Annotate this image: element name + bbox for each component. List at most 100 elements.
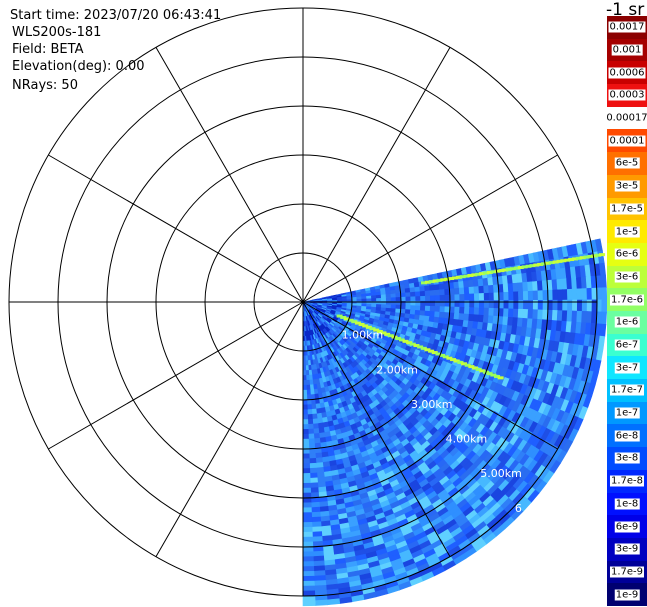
heatmap-sector — [302, 238, 608, 607]
streak-cell — [336, 314, 343, 318]
streak-cell — [428, 280, 435, 284]
heatmap-cell — [302, 541, 314, 548]
streak-cell — [552, 260, 559, 264]
heatmap-cell — [429, 305, 436, 313]
heatmap-cell — [414, 291, 421, 297]
heatmap-cell — [302, 497, 312, 504]
streak-cell — [490, 270, 497, 274]
heatmap-cell — [429, 295, 436, 302]
streak-cell — [380, 331, 387, 335]
colorbar-cell: 0.0006 — [607, 61, 647, 85]
colorbar-tick-label: 6e-9 — [614, 521, 640, 533]
colorbar-tick-label: 1.7e-5 — [609, 203, 645, 215]
colorbar-cell: 0.00017 — [605, 106, 647, 130]
radial-line — [302, 301, 558, 450]
colorbar-tick-label: 3e-8 — [614, 452, 640, 464]
streak-cell — [417, 345, 424, 349]
instrument-label: WLS200s-181 — [12, 25, 102, 40]
heatmap-cell — [305, 370, 310, 376]
ring-label: 6 — [515, 502, 522, 515]
heatmap-cell — [458, 287, 465, 295]
heatmap-cell — [309, 472, 318, 479]
streak-cell — [343, 317, 350, 321]
streak-cell — [347, 318, 354, 322]
heatmap-cell — [314, 599, 328, 606]
streak-cell — [428, 349, 435, 353]
streak-cell — [482, 271, 489, 275]
heatmap-cell — [307, 414, 313, 420]
heatmap-cell — [311, 521, 322, 528]
streak-cell — [591, 254, 598, 258]
heatmap-cell — [507, 283, 514, 293]
heatmap-cell — [302, 600, 316, 607]
heatmap-cell — [395, 304, 402, 310]
streak-cell — [384, 332, 391, 336]
heatmap-cell — [459, 306, 465, 315]
heatmap-cell — [488, 292, 495, 301]
heatmap-cell — [512, 282, 519, 293]
heatmap-cell — [302, 492, 312, 499]
colorbar-cell: 6e-9 — [607, 515, 647, 538]
streak-cell — [457, 360, 464, 364]
streak-cell — [595, 253, 602, 257]
radial-line — [302, 301, 451, 557]
colorbar-cell: 1.7e-7 — [607, 379, 647, 402]
colorbar-tick-label: 0.0017 — [608, 21, 646, 33]
heatmap-cell — [305, 379, 311, 386]
heatmap-cell — [434, 306, 441, 313]
heatmap-cell — [309, 457, 317, 464]
heatmap-cell — [429, 290, 436, 297]
colorbar: 0.0017 0.001 0.0006 0.0003 0.00017 0.0001 6e-5… — [605, 16, 647, 606]
streak-cell — [517, 266, 524, 270]
colorbar-cell: 1e-6 — [607, 311, 647, 334]
heatmap-cell — [395, 297, 402, 302]
colorbar-cell: 0.0001 — [607, 129, 647, 153]
heatmap-cell — [459, 293, 466, 302]
colorbar-tick-label: 0.0003 — [608, 89, 646, 101]
heatmap-cell — [306, 404, 313, 411]
streak-cell — [354, 321, 361, 325]
heatmap-cell — [302, 428, 309, 435]
colorbar-cell: 3e-8 — [607, 447, 647, 470]
heatmap-cell — [424, 285, 431, 292]
heatmap-cell — [434, 311, 441, 318]
colorbar-cell: 0.0017 — [607, 16, 647, 39]
heatmap-cell — [410, 305, 416, 311]
colorbar-cell: 1.7e-6 — [607, 288, 647, 311]
heatmap-cell — [532, 309, 539, 320]
streak-cell — [365, 325, 372, 329]
streak-cell — [475, 272, 482, 276]
colorbar-tick-label: 6e-7 — [614, 339, 640, 351]
heatmap-cell — [302, 424, 309, 430]
streak-cell — [579, 256, 586, 260]
heatmap-cell — [498, 292, 505, 301]
heatmap-cell — [351, 299, 358, 302]
colorbar-tick-label: 1e-7 — [614, 407, 640, 419]
colorbar-cell: 1e-7 — [607, 401, 647, 425]
heatmap-cell — [415, 296, 421, 302]
heatmap-cell — [429, 284, 436, 292]
streak-cell — [406, 341, 413, 345]
heatmap-cell — [429, 311, 436, 318]
ring-label: 5.00km — [480, 467, 522, 480]
heatmap-cell — [310, 403, 317, 410]
heatmap-cell — [420, 295, 426, 302]
heatmap-cell — [302, 394, 308, 401]
heatmap-cell — [302, 380, 307, 386]
heatmap-cell — [493, 292, 500, 301]
streak-cell — [544, 261, 551, 265]
heatmap-cell — [415, 305, 421, 311]
heatmap-cell — [302, 546, 314, 553]
heatmap-cell — [522, 281, 529, 292]
heatmap-cell — [361, 298, 368, 302]
radial-line — [302, 154, 558, 303]
heatmap-cell — [302, 556, 314, 563]
colorbar-tick-label: 1.7e-9 — [609, 566, 645, 578]
heatmap-cell — [312, 428, 320, 435]
streak-cell — [420, 281, 427, 285]
colorbar-tick-label: 3e-9 — [614, 543, 640, 555]
heatmap-cell — [513, 291, 519, 301]
heatmap-cell — [302, 526, 313, 533]
heatmap-cell — [309, 467, 318, 474]
heatmap-cell — [302, 595, 316, 602]
